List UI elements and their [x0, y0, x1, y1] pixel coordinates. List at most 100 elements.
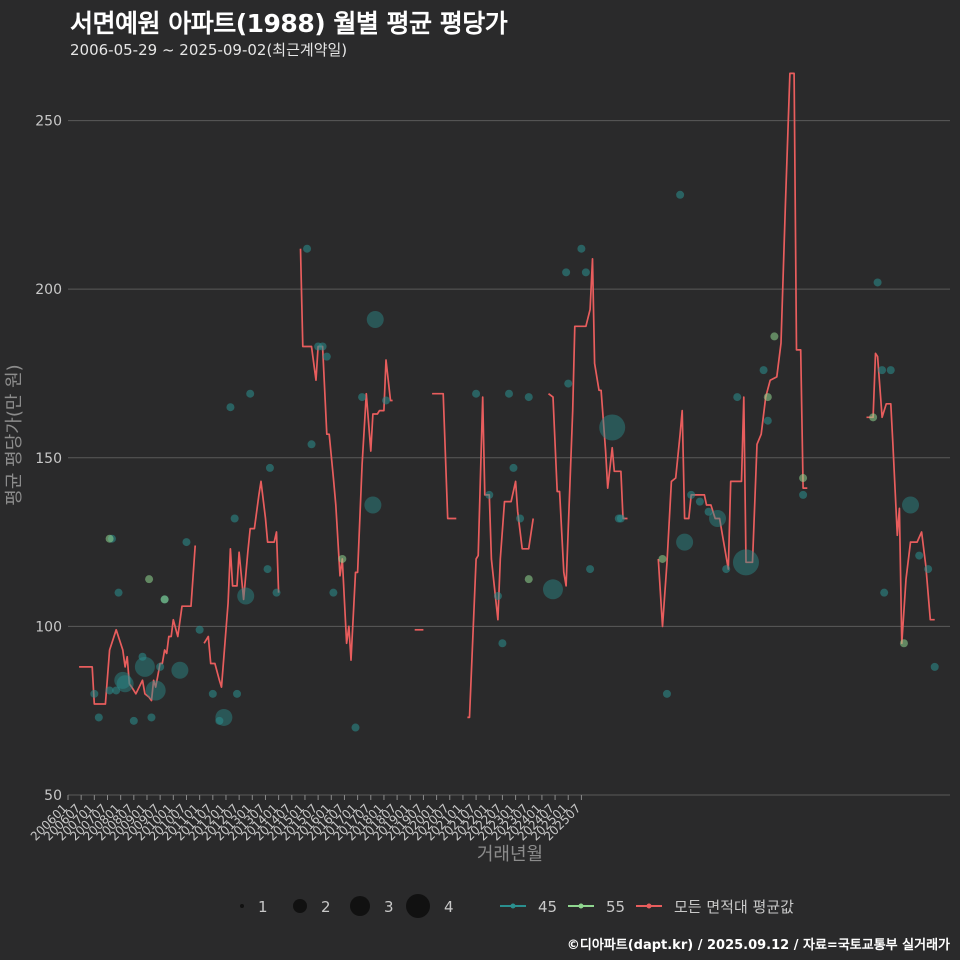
data-point-45 [129, 716, 138, 725]
data-point-45 [329, 588, 338, 597]
data-point-45 [226, 403, 235, 412]
average-line-series [79, 72, 935, 719]
data-point-55 [105, 534, 114, 543]
legend-size-label: 2 [321, 898, 331, 916]
data-point-45 [886, 366, 895, 375]
data-point-45 [364, 496, 382, 514]
data-point-45 [878, 366, 887, 375]
legend-size-1 [240, 904, 244, 908]
data-point-45 [709, 509, 727, 527]
legend-label: 모든 면적대 평균값 [674, 898, 794, 916]
data-point-45 [616, 514, 625, 523]
data-point-45 [307, 440, 316, 449]
data-point-45 [358, 393, 367, 402]
data-point-45 [272, 588, 281, 597]
average-line-segment [657, 72, 808, 628]
data-point-45 [695, 497, 704, 506]
legend-label: 45 [538, 898, 557, 916]
data-point-45 [303, 244, 312, 253]
y-tick-label: 200 [35, 282, 62, 298]
data-point-45 [873, 278, 882, 287]
data-point-55 [524, 575, 533, 584]
data-point-45 [732, 549, 759, 576]
data-point-45 [112, 686, 121, 695]
data-point-45 [902, 496, 920, 514]
average-line-segment [299, 248, 393, 661]
data-point-45 [265, 463, 274, 472]
legend-size-2 [293, 899, 307, 913]
data-point-45 [722, 565, 731, 574]
data-point-45 [799, 490, 808, 499]
data-point-55 [869, 413, 878, 422]
data-point-45 [156, 662, 165, 671]
data-point-45 [759, 366, 768, 375]
chart-subtitle: 2006-05-29 ~ 2025-09-02(최근계약일) [70, 41, 348, 59]
data-point-45 [366, 311, 384, 329]
average-line-segment [432, 392, 457, 520]
average-line-segment [79, 545, 197, 705]
data-point-45 [230, 514, 239, 523]
data-point-45 [662, 689, 671, 698]
data-point-45 [215, 708, 233, 726]
data-point-45 [485, 490, 494, 499]
data-point-45 [586, 565, 595, 574]
data-point-45 [246, 389, 255, 398]
data-point-45 [509, 463, 518, 472]
data-point-45 [351, 723, 360, 732]
average-line-segment [467, 396, 535, 719]
data-point-45 [564, 379, 573, 388]
legend-size-4 [406, 894, 430, 918]
legend-label: 55 [606, 898, 625, 916]
data-point-55 [763, 393, 772, 402]
legend-size-label: 1 [258, 898, 268, 916]
data-point-45 [138, 652, 147, 661]
data-point-45 [382, 396, 391, 405]
y-tick-label: 100 [35, 619, 62, 635]
data-point-45 [924, 565, 933, 574]
data-point-45 [116, 675, 134, 693]
data-point-45 [687, 490, 696, 499]
data-point-45 [147, 713, 156, 722]
legend-size-3 [350, 896, 370, 916]
legend-key-dot [578, 903, 584, 909]
grid-lines [68, 120, 950, 796]
data-point-45 [171, 661, 189, 679]
data-point-55 [160, 595, 169, 604]
legend: 1 2 3 4 45 55 모든 면적대 평균값 [240, 894, 794, 918]
point-series [90, 190, 939, 732]
data-point-45 [263, 565, 272, 574]
x-axis-title: 거래년월 [477, 844, 543, 865]
data-point-45 [599, 414, 626, 441]
data-point-45 [524, 393, 533, 402]
average-line-segment [547, 257, 628, 587]
average-line-segment [866, 352, 935, 645]
data-point-55 [770, 332, 779, 341]
data-point-55 [658, 554, 667, 563]
data-point-45 [915, 551, 924, 560]
data-point-55 [338, 554, 347, 563]
data-point-45 [505, 389, 513, 398]
data-point-45 [676, 533, 694, 551]
data-point-45 [114, 588, 123, 597]
data-point-45 [105, 686, 114, 695]
data-point-45 [493, 592, 502, 601]
data-point-45 [930, 662, 939, 671]
data-point-45 [880, 588, 889, 597]
data-point-45 [704, 507, 713, 516]
y-axis-title: 평균 평당가(만 원) [4, 364, 25, 505]
data-point-45 [322, 352, 331, 361]
chart-title: 서면예원 아파트(1988) 월별 평균 평당가 [70, 9, 508, 38]
legend-key-dot [646, 903, 652, 909]
data-point-45 [763, 416, 772, 425]
y-axis-ticks: 50 100 150 200 250 [35, 114, 62, 804]
legend-size-label: 3 [384, 898, 394, 916]
data-point-55 [799, 474, 808, 483]
data-point-45 [195, 625, 204, 634]
data-point-45 [145, 680, 166, 701]
data-point-45 [237, 587, 255, 605]
legend-size-label: 4 [444, 898, 454, 916]
average-line-segment [203, 480, 280, 688]
y-tick-label: 150 [35, 451, 62, 467]
data-point-45 [233, 689, 242, 698]
